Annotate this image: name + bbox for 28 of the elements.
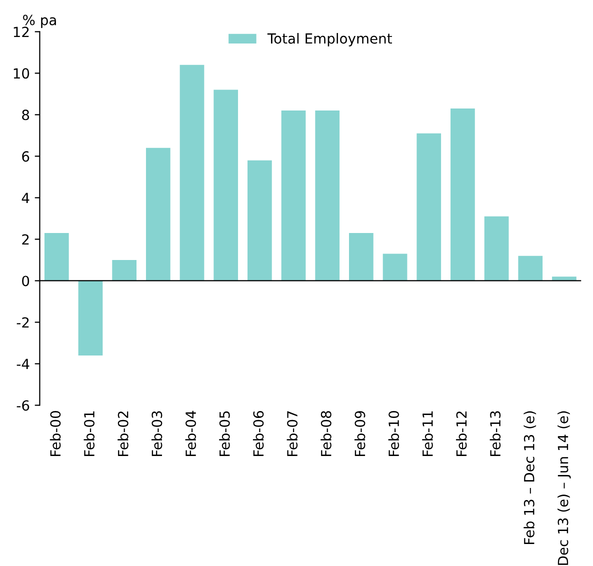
y-tick-label: 6	[22, 151, 30, 162]
x-tick-label: Feb 13 – Dec 13 (e)	[524, 411, 536, 544]
y-tick-label: 8	[22, 110, 30, 120]
y-axis-title: % pa	[23, 14, 56, 28]
x-tick-label: Feb-06	[252, 410, 264, 456]
x-tick-label: Feb-03	[151, 411, 162, 456]
x-tick-label: Feb-04	[185, 410, 196, 456]
x-tick-label: Feb-13	[490, 411, 501, 456]
y-tick-label: 0	[22, 276, 30, 286]
y-tick-label: 4	[22, 192, 30, 203]
x-tick-label: Feb-07	[286, 411, 298, 456]
x-tick-label: Feb-10	[388, 411, 400, 456]
y-tick-label: 2	[22, 234, 29, 245]
x-tick-label: Feb-01	[84, 411, 95, 456]
y-tick-label: 10	[14, 68, 30, 79]
y-tick-label: -6	[16, 400, 30, 411]
x-tick-label: Feb-09	[354, 411, 366, 456]
x-tick-label: Dec 13 (e) – Jun 14 (e)	[558, 411, 571, 565]
x-tick-label: Feb-00	[50, 411, 61, 456]
x-tick-label: Feb-08	[320, 411, 332, 456]
y-tick-label: -2	[16, 317, 29, 328]
y-tick-label: -4	[16, 358, 30, 370]
x-tick-label: Feb-11	[422, 411, 433, 456]
x-tick-label: Feb-02	[118, 412, 128, 456]
y-tick-label: 12	[14, 26, 29, 37]
x-tick-label: Feb-05	[219, 411, 230, 456]
legend-label: Total Employment	[267, 32, 392, 46]
x-tick-label: Feb-12	[456, 412, 467, 456]
